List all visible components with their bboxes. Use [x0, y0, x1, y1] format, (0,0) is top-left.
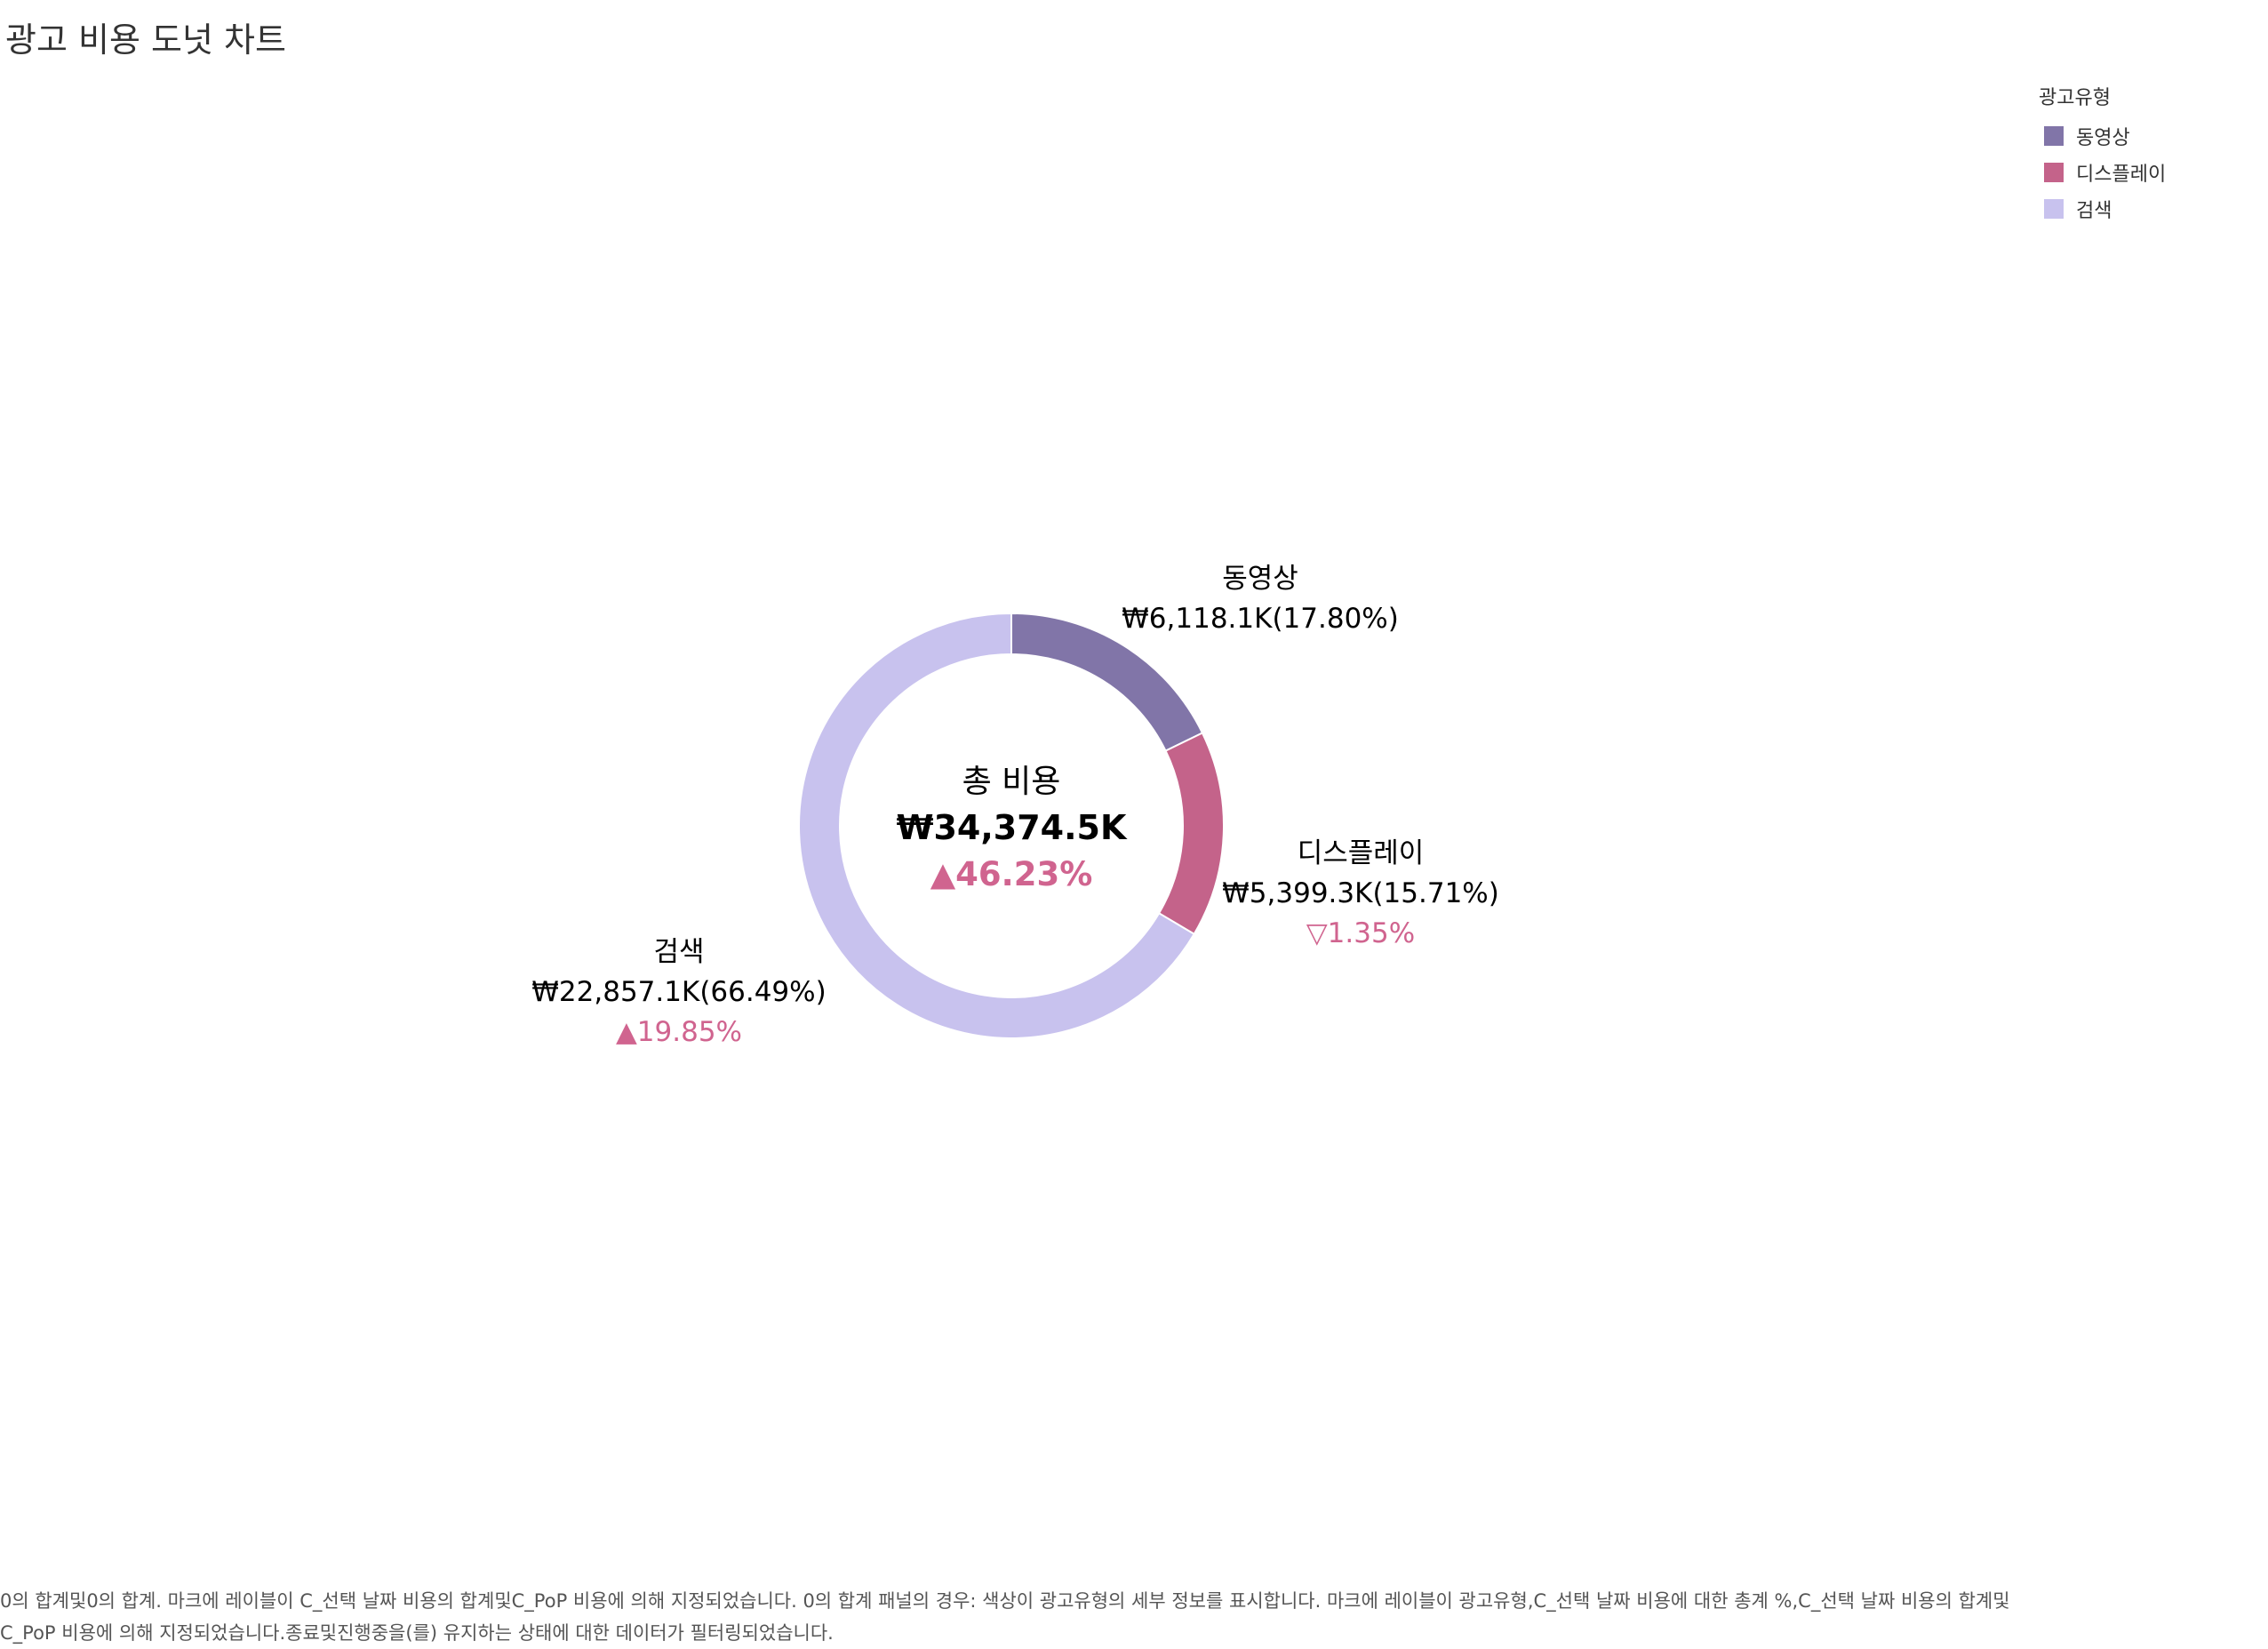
legend-item-display[interactable]: 디스플레이 — [2039, 154, 2234, 190]
slice-label-name-search: 검색 — [653, 936, 704, 968]
legend: 광고유형 동영상 디스플레이 검색 — [2039, 82, 2234, 227]
slice-label-value-video: ₩6,118.1K(17.80%) — [1122, 603, 1399, 635]
legend-label-display: 디스플레이 — [2076, 163, 2167, 186]
donut-slice-search[interactable] — [798, 612, 1196, 1039]
slice-label-change-display: ▽1.35% — [1306, 917, 1415, 949]
footnote: 0의 합계및0의 합계. 마크에 레이블이 C_선택 날짜 비용의 합계및C_P… — [0, 1590, 2010, 1644]
legend-label-search: 검색 — [2076, 199, 2112, 222]
center-label: 총 비용 — [962, 764, 1061, 800]
center-total: ₩34,374.5K — [897, 808, 1128, 847]
legend-swatch-display — [2044, 162, 2064, 182]
center-change: ▲46.23% — [930, 855, 1093, 893]
slice-label-value-display: ₩5,399.3K(15.71%) — [1222, 877, 1499, 909]
legend-item-video[interactable]: 동영상 — [2039, 117, 2234, 154]
slice-label-value-search: ₩22,857.1K(66.49%) — [531, 976, 826, 1008]
slice-label-name-video: 동영상 — [1222, 563, 1298, 595]
legend-swatch-video — [2044, 125, 2064, 146]
page-title: 광고 비용 도넛 차트 — [5, 20, 286, 60]
legend-label-video: 동영상 — [2076, 126, 2130, 149]
donut-slice-display[interactable] — [1157, 732, 1225, 936]
slice-label-name-display: 디스플레이 — [1298, 837, 1425, 869]
slice-label-change-search: ▲19.85% — [616, 1016, 742, 1048]
legend-swatch-search — [2044, 198, 2064, 219]
donut-slices — [798, 612, 1225, 1039]
legend-title: 광고유형 — [2039, 87, 2111, 109]
legend-item-search[interactable]: 검색 — [2039, 190, 2234, 227]
